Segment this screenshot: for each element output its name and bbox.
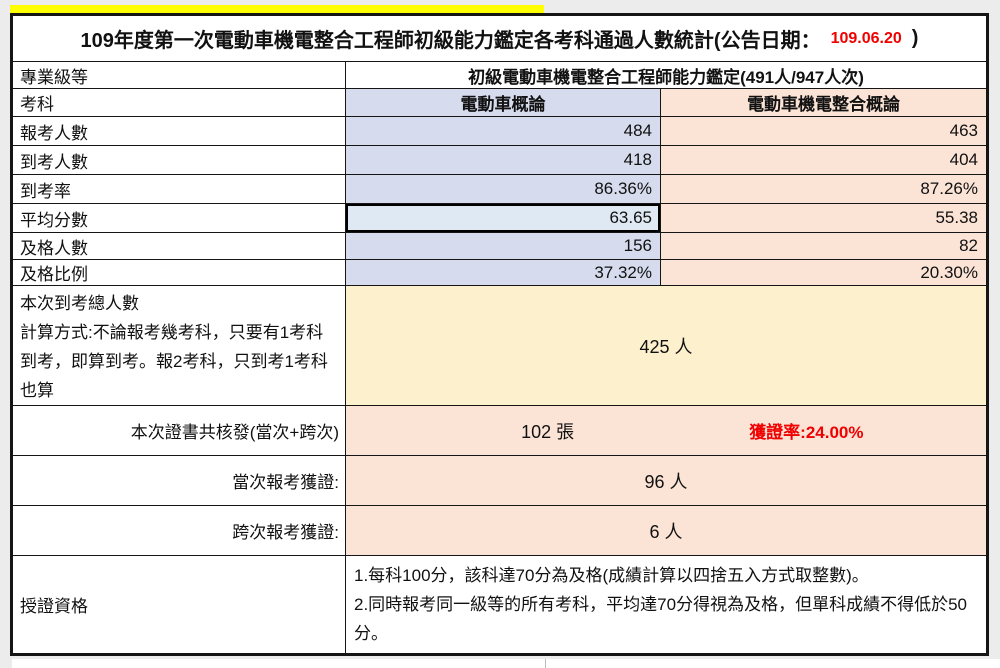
table-row-attended: 到考人數 418 404 [13,146,986,175]
level-value: 初級電動車機電整合工程師能力鑑定(491人/947人次) [468,67,864,87]
partial-next-row [12,659,1000,668]
table-title-close: ) [911,27,919,49]
table-title: 109年度第一次電動車機電整合工程師初級能力鑑定各考科通過人數統計(公告日期： [80,30,821,52]
cross-session-row: 跨次報考獲證: 6 人 [13,506,986,556]
certificates-issued-row: 本次證書共核發(當次+跨次) 102 張 獲證率:24.00% [13,406,986,456]
cross-session-value: 6 人 [346,506,986,555]
row-label: 及格比例 [13,260,346,285]
qualification-text: 1.每科100分，該科達70分為及格(成績計算以四捨五入方式取整數)。 2.同時… [346,556,986,653]
row-value-col1: 86.36% [346,175,661,203]
yellow-highlight-strip [10,5,544,13]
row-label: 報考人數 [13,117,346,145]
gridline [545,659,546,668]
row-label: 到考率 [13,175,346,203]
table-row-average-score: 平均分數 63.65 55.38 [13,204,986,233]
row-value-col1: 418 [346,146,661,174]
subject-col1-header: 電動車概論 [346,89,661,116]
total-attendance-label: 本次到考總人數 計算方式:不論報考幾考科，只要有1考科到考，即算到考。報2考科，… [13,286,346,405]
row-value-col2: 404 [661,146,986,174]
subject-col2-header: 電動車機電整合概論 [661,89,986,116]
certificates-issued-count: 102 張 [521,421,575,442]
cross-session-label: 跨次報考獲證: [13,506,346,555]
row-label: 到考人數 [13,146,346,174]
certificates-issued-label: 本次證書共核發(當次+跨次) [13,406,346,455]
total-attendance-row: 本次到考總人數 計算方式:不論報考幾考科，只要有1考科到考，即算到考。報2考科，… [13,286,986,406]
subject-header-row: 考科 電動車概論 電動車機電整合概論 [13,89,986,117]
qualification-rule-1: 1.每科100分，該科達70分為及格(成績計算以四捨五入方式取整數)。 [354,566,869,585]
qualification-label: 授證資格 [13,556,346,653]
row-value-col2: 55.38 [661,204,986,232]
total-attendance-value: 425 人 [346,286,986,405]
total-attendance-label-line1: 本次到考總人數 [20,294,139,313]
row-value-col2: 20.30% [661,260,986,285]
table-row-pass-rate: 及格比例 37.32% 20.30% [13,260,986,286]
row-label: 及格人數 [13,233,346,259]
table-row-registered: 報考人數 484 463 [13,117,986,146]
total-attendance-label-line2: 計算方式:不論報考幾考科，只要有1考科到考，即算到考。報2考科，只到考1考科也算 [20,323,328,400]
certificates-issued-value-cell: 102 張 獲證率:24.00% [346,406,986,455]
table-row-passed-count: 及格人數 156 82 [13,233,986,260]
current-session-row: 當次報考獲證: 96 人 [13,456,986,506]
row-value-col1: 156 [346,233,661,259]
qualification-row: 授證資格 1.每科100分，該科達70分為及格(成績計算以四捨五入方式取整數)。… [13,556,986,653]
row-value-col1: 37.32% [346,260,661,285]
qualification-rule-2: 2.同時報考同一級等的所有考科，平均達70分得視為及格，但單科成績不得低於50分… [354,595,967,643]
current-session-value: 96 人 [346,456,986,505]
table-row-attendance-rate: 到考率 86.36% 87.26% [13,175,986,204]
selected-cell-average-score: 63.65 [346,204,661,232]
row-value-col2: 87.26% [661,175,986,203]
row-value-col2: 463 [661,117,986,145]
level-label: 專業級等 [13,62,346,88]
row-label: 平均分數 [13,204,346,232]
row-value-col1: 484 [346,117,661,145]
exam-statistics-table: 109年度第一次電動車機電整合工程師初級能力鑑定各考科通過人數統計(公告日期： … [10,13,989,656]
certification-rate: 獲證率:24.00% [749,423,864,442]
subject-label: 考科 [13,89,346,116]
current-session-label: 當次報考獲證: [13,456,346,505]
table-title-row: 109年度第一次電動車機電整合工程師初級能力鑑定各考科通過人數統計(公告日期： … [13,16,986,62]
announcement-date: 109.06.20 [830,29,902,47]
row-value-col2: 82 [661,233,986,259]
level-row: 專業級等 初級電動車機電整合工程師能力鑑定(491人/947人次) [13,62,986,89]
